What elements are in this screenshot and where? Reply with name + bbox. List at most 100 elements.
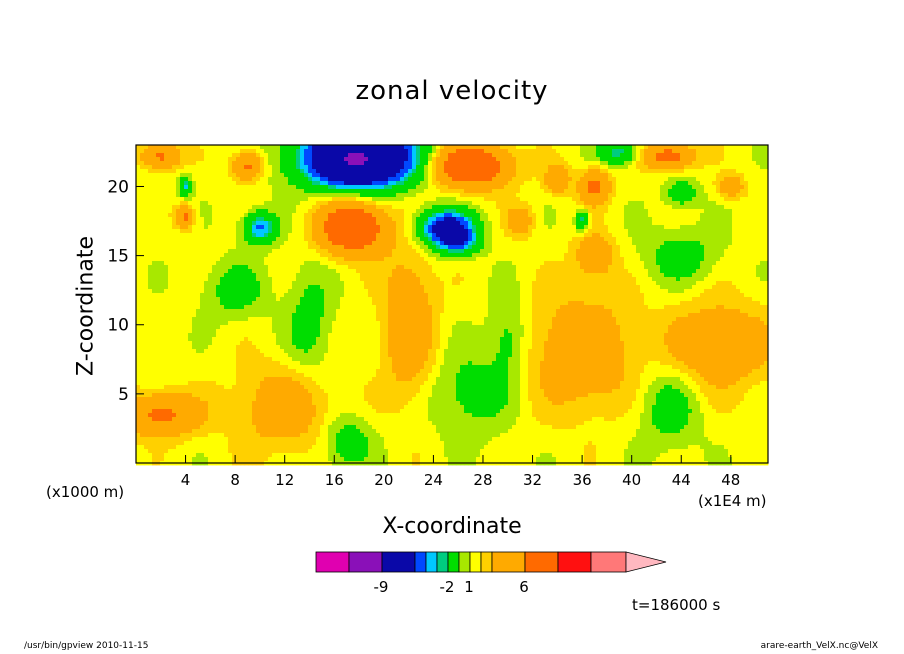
- heatmap-cell: [764, 265, 769, 270]
- heatmap-cell: [136, 229, 141, 234]
- heatmap-cell: [632, 245, 637, 250]
- heatmap-cell: [340, 169, 345, 174]
- heatmap-cell: [160, 265, 165, 270]
- heatmap-cell: [312, 261, 317, 266]
- heatmap-cell: [284, 241, 289, 246]
- heatmap-cell: [604, 181, 609, 186]
- heatmap-cell: [396, 217, 401, 222]
- heatmap-cell: [604, 213, 609, 218]
- heatmap-cell: [484, 205, 489, 210]
- heatmap-cell: [388, 165, 393, 170]
- heatmap-cell: [396, 225, 401, 230]
- heatmap-cell: [428, 189, 433, 194]
- heatmap-cell: [320, 149, 325, 154]
- heatmap-cell: [296, 149, 301, 154]
- heatmap-cell: [252, 221, 257, 226]
- heatmap-cell: [740, 249, 745, 254]
- heatmap-cell: [432, 205, 437, 210]
- heatmap-cell: [236, 205, 241, 210]
- heatmap-cell: [472, 205, 477, 210]
- heatmap-cell: [748, 181, 753, 186]
- heatmap-cell: [356, 261, 361, 266]
- heatmap-cell: [508, 201, 513, 206]
- heatmap-cell: [224, 161, 229, 166]
- heatmap-cell: [628, 265, 633, 270]
- heatmap-cell: [724, 149, 729, 154]
- heatmap-cell: [660, 225, 665, 230]
- heatmap-cell: [236, 233, 241, 238]
- heatmap-cell: [404, 241, 409, 246]
- heatmap-cell: [672, 253, 677, 258]
- heatmap-cell: [320, 253, 325, 258]
- heatmap-cell: [328, 209, 333, 214]
- heatmap-cell: [576, 181, 581, 186]
- heatmap-cell: [216, 185, 221, 190]
- heatmap-cell: [504, 217, 509, 222]
- heatmap-cell: [744, 201, 749, 206]
- heatmap-cell: [136, 197, 141, 202]
- heatmap-cell: [484, 269, 489, 274]
- heatmap-cell: [248, 261, 253, 266]
- heatmap-cell: [220, 241, 225, 246]
- heatmap-cell: [748, 241, 753, 246]
- heatmap-cell: [328, 253, 333, 258]
- heatmap-cell: [540, 197, 545, 202]
- heatmap-cell: [728, 245, 733, 250]
- heatmap-cell: [672, 209, 677, 214]
- heatmap-cell: [296, 177, 301, 182]
- heatmap-cell: [148, 245, 153, 250]
- heatmap-cell: [224, 225, 229, 230]
- heatmap-cell: [216, 265, 221, 270]
- heatmap-cell: [164, 233, 169, 238]
- heatmap-cell: [552, 241, 557, 246]
- heatmap-cell: [592, 157, 597, 162]
- heatmap-cell: [228, 241, 233, 246]
- heatmap-cell: [540, 253, 545, 258]
- heatmap-cell: [720, 189, 725, 194]
- heatmap-cell: [756, 229, 761, 234]
- heatmap-cell: [212, 149, 217, 154]
- heatmap-cell: [544, 157, 549, 162]
- heatmap-cell: [300, 205, 305, 210]
- heatmap-cell: [636, 233, 641, 238]
- heatmap-cell: [612, 233, 617, 238]
- heatmap-cell: [248, 205, 253, 210]
- heatmap-cell: [376, 145, 381, 150]
- heatmap-cell: [368, 253, 373, 258]
- heatmap-cell: [420, 173, 425, 178]
- heatmap-cell: [552, 237, 557, 242]
- heatmap-cell: [324, 225, 329, 230]
- heatmap-cell: [168, 237, 173, 242]
- heatmap-cell: [204, 209, 209, 214]
- heatmap-cell: [632, 157, 637, 162]
- heatmap-cell: [324, 157, 329, 162]
- heatmap-cell: [676, 257, 681, 262]
- heatmap-cell: [180, 197, 185, 202]
- heatmap-cell: [208, 265, 213, 270]
- heatmap-cell: [324, 229, 329, 234]
- heatmap-cell: [432, 157, 437, 162]
- heatmap-cell: [392, 181, 397, 186]
- heatmap-cell: [544, 181, 549, 186]
- heatmap-cell: [388, 157, 393, 162]
- heatmap-cell: [452, 269, 457, 274]
- heatmap-cell: [440, 153, 445, 158]
- heatmap-cell: [392, 193, 397, 198]
- heatmap-cell: [280, 209, 285, 214]
- heatmap-cell: [676, 177, 681, 182]
- heatmap-cell: [452, 257, 457, 262]
- heatmap-cell: [288, 253, 293, 258]
- heatmap-cell: [192, 241, 197, 246]
- heatmap-cell: [284, 209, 289, 214]
- heatmap-cell: [264, 249, 269, 254]
- heatmap-cell: [212, 217, 217, 222]
- heatmap-cell: [168, 233, 173, 238]
- heatmap-cell: [144, 257, 149, 262]
- heatmap-cell: [272, 149, 277, 154]
- heatmap-cell: [552, 177, 557, 182]
- heatmap-cell: [356, 253, 361, 258]
- heatmap-cell: [184, 209, 189, 214]
- heatmap-cell: [672, 205, 677, 210]
- heatmap-cell: [192, 169, 197, 174]
- heatmap-cell: [436, 193, 441, 198]
